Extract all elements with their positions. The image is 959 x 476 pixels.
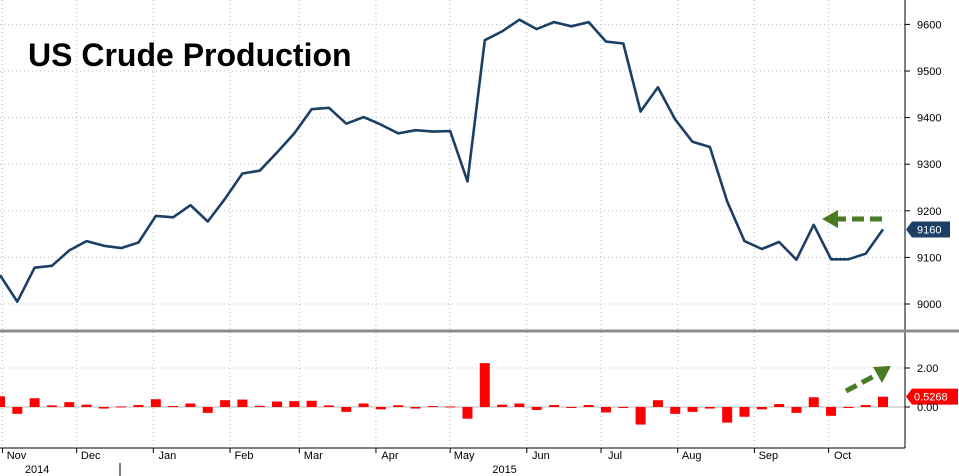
x-tick-label: Feb [235,450,254,462]
change-bar [756,407,767,410]
change-bar [514,403,525,407]
change-bar [808,397,819,407]
change-bar [549,405,560,407]
x-tick-label: Mar [304,450,323,462]
change-bar [202,407,213,413]
x-tick-label: Nov [7,450,27,462]
change-bar [46,405,57,407]
change-panel: 0.5268 [0,363,958,425]
change-bar [531,407,542,410]
change-bar [600,407,611,413]
change-bar [843,407,854,408]
change-bar [774,404,785,407]
change-bar [826,407,837,416]
y-tick-label: 2.00 [917,363,938,375]
production-panel: 9160 [0,18,950,304]
arrow-bottom-shaft [844,371,880,394]
change-bar [185,403,196,407]
x-tick-label: Jan [158,450,176,462]
change-bar [81,404,92,407]
last-value-badge [906,221,950,238]
x-tick-label: Aug [682,450,702,462]
change-bar [220,400,231,407]
chart-title: US Crude Production [28,37,352,73]
x-tick-label: Oct [834,450,851,462]
change-bar [375,407,386,410]
change-bar [168,406,179,408]
y-tick-label: 9100 [917,252,941,264]
y-tick-label: 9000 [917,299,941,311]
change-bar [254,405,265,407]
change-bar [445,406,456,408]
change-bar [635,407,646,425]
change-bar [704,407,715,409]
change-bar [427,406,438,408]
y-tick-label: 0.00 [917,402,938,414]
last-value-label: 9160 [917,224,941,236]
y-tick-label: 9300 [917,159,941,171]
change-bar [687,407,698,412]
y-tick-label: 9500 [917,66,941,78]
production-line [0,18,885,304]
change-bar [791,407,802,413]
change-bar [410,407,421,409]
y-tick-label: 9600 [917,19,941,31]
change-bar [462,407,473,419]
change-bar [64,402,75,407]
x-tick-label: Apr [381,450,398,462]
change-bar [272,401,283,407]
change-bar [358,403,369,407]
year-label: 2014 [25,464,49,476]
change-bar [583,405,594,407]
y-axis: 9000 9100 9200 9300 9400 9500 9600 0.00 2.00 [905,19,941,414]
y-tick-label: 9200 [917,206,941,218]
change-bar [860,405,871,407]
x-tick-label: Jul [608,450,622,462]
change-bar [306,400,317,407]
change-bar [739,407,750,417]
change-bar [237,399,248,407]
change-bar [670,407,681,414]
change-bar [12,407,23,414]
change-bar [289,401,300,407]
y-tick-label: 9400 [917,113,941,125]
last-change-label: 0.5268 [914,392,948,404]
x-axis: Nov Dec Jan Feb Mar Apr May Jun Jul Aug Sep Oct 2014… [0,447,905,476]
x-tick-label: Dec [81,450,101,462]
change-bar [497,404,508,407]
change-bar [323,405,334,407]
change-bar [722,407,733,423]
x-tick-label: May [454,450,475,462]
change-bar [566,407,577,408]
change-bar [878,396,888,407]
change-bar [116,406,127,408]
year-label: 2015 [492,464,516,476]
x-tick-label: Jun [532,450,550,462]
change-bar [618,407,629,408]
change-bar [393,405,404,407]
change-bar [341,407,352,412]
change-bar [0,396,5,407]
change-bar [29,398,40,407]
arrow-bottom-head [873,366,891,383]
change-bar [479,363,490,407]
change-bar [98,407,109,409]
change-bar [652,400,663,407]
change-bar [133,405,144,407]
annotation-arrows [822,210,891,394]
arrow-top-head [822,210,838,228]
x-tick-label: Sep [759,450,779,462]
change-bar [150,399,161,407]
last-change-badge [906,388,958,405]
